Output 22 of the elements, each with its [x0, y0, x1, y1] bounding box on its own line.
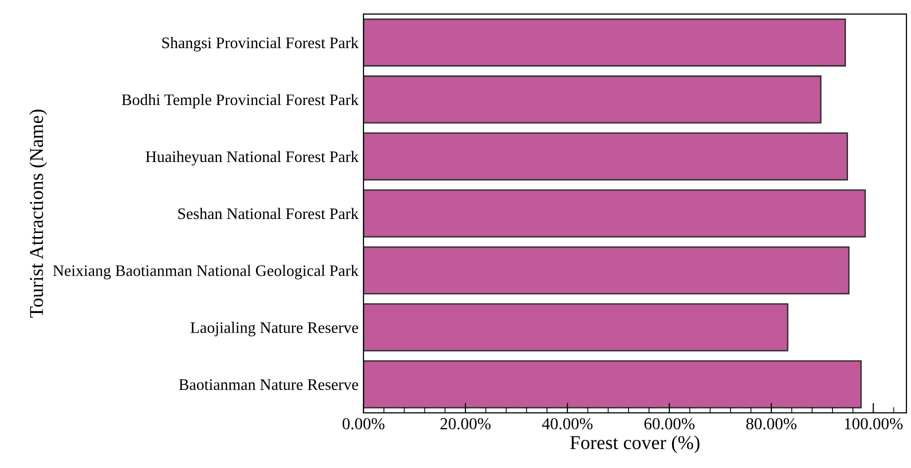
bar — [363, 360, 862, 408]
bar — [363, 246, 850, 294]
y-tick-label: Neixiang Baotianman National Geological Park — [53, 264, 359, 280]
y-axis-title: Tourist Attractions (Name) — [29, 110, 48, 318]
y-tick-label: Huaiheyuan National Forest Park — [146, 150, 359, 166]
x-tick-label: 40.00% — [542, 418, 593, 430]
bar — [363, 303, 788, 352]
y-tick-label: Laojialing Nature Reserve — [190, 322, 358, 336]
y-tick-label: Bodhi Temple Provincial Forest Park — [122, 94, 359, 108]
x-tick-label: 20.00% — [440, 418, 491, 430]
bar — [363, 189, 866, 238]
bar — [363, 75, 822, 124]
y-tick-label: Shangsi Provincial Forest Park — [162, 36, 359, 52]
x-tick-label: 100.00% — [844, 418, 903, 430]
y-tick-label: Seshan National Forest Park — [178, 208, 359, 220]
y-tick-label: Baotianman Nature Reserve — [179, 379, 358, 390]
bar — [363, 18, 846, 67]
x-tick-label: 0.00% — [342, 418, 384, 430]
x-tick-label: 60.00% — [644, 418, 695, 430]
bar — [363, 132, 848, 180]
x-tick-label: 80.00% — [746, 418, 796, 430]
x-axis-title: Forest cover (%) — [570, 436, 700, 454]
